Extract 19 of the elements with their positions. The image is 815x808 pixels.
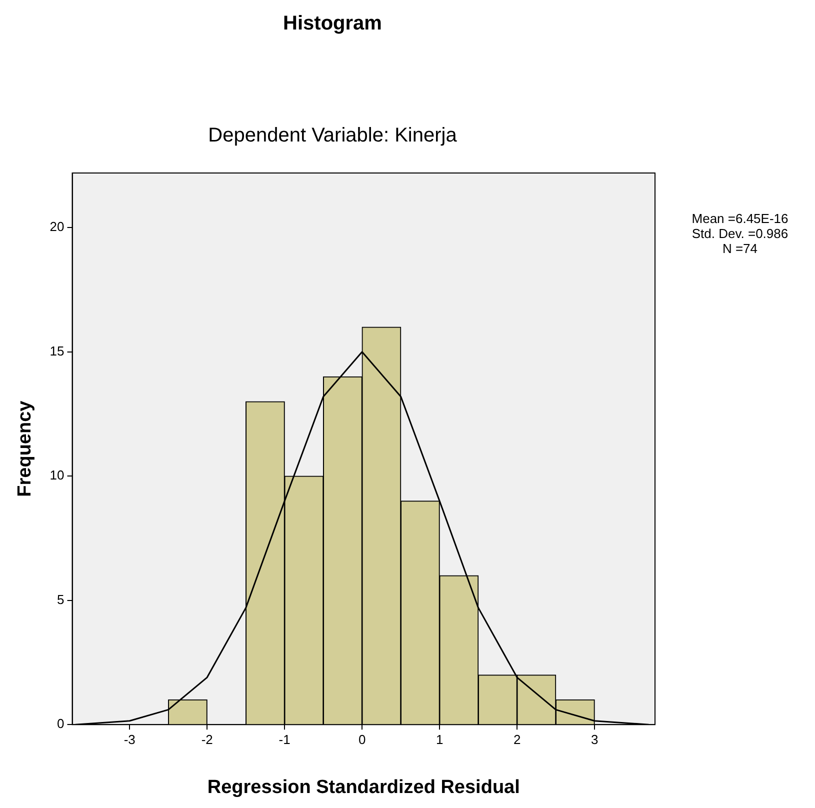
x-tick-label: -2 (201, 732, 213, 747)
chart-subtitle: Dependent Variable: Kinerja (208, 124, 458, 147)
text: Mean =6.45E-16 (692, 211, 788, 226)
y-tick-label: 20 (50, 219, 64, 234)
y-tick-label: 5 (57, 592, 64, 607)
x-tick-label: -1 (278, 732, 290, 747)
x-tick-label: 1 (436, 732, 444, 747)
x-tick-label: -3 (124, 732, 136, 747)
x-axis-title: Regression Standardized Residual (207, 776, 520, 798)
x-tick-label: 2 (513, 732, 521, 747)
text: N =74 (722, 241, 758, 256)
text: Std. Dev. =0.986 (692, 226, 788, 241)
y-tick-label: 0 (57, 716, 64, 732)
y-tick-label: 15 (50, 343, 64, 358)
x-tick-label: 0 (358, 732, 366, 747)
y-axis-title: Frequency (14, 400, 36, 497)
chart-title: Histogram (283, 12, 382, 35)
y-tick-label: 10 (50, 468, 64, 483)
x-tick-label: 3 (590, 732, 598, 747)
